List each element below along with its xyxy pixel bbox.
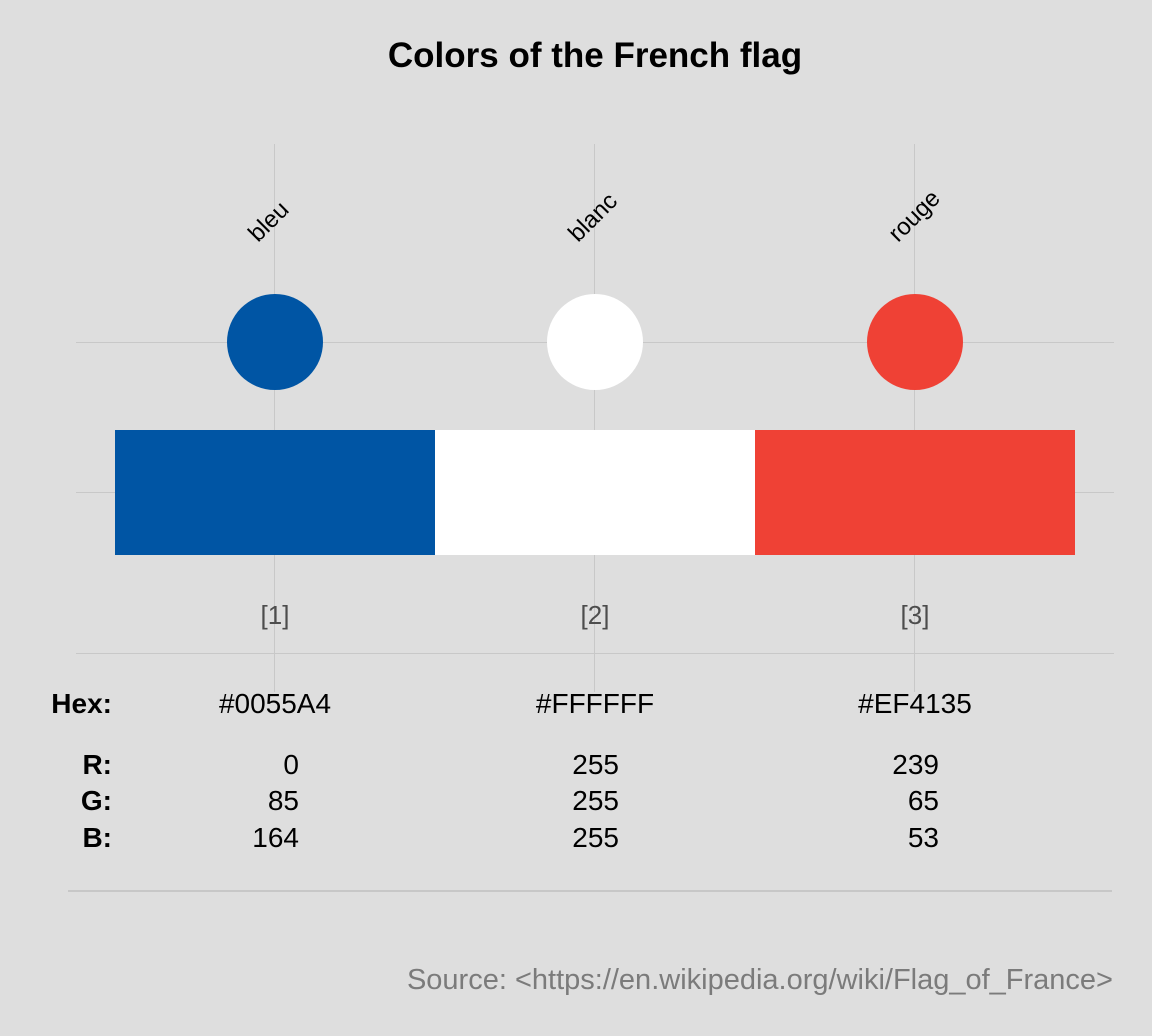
r-value-rouge: 239	[892, 749, 939, 780]
hex-value-blanc: #FFFFFF	[535, 688, 655, 719]
row-label-r: R:	[82, 749, 112, 780]
b-value-rouge: 53	[907, 822, 939, 853]
bar-segment-blanc	[435, 430, 755, 555]
g-value-blanc: 255	[572, 785, 619, 816]
gridline-vertical-2	[594, 144, 595, 692]
r-value-blanc: 255	[572, 749, 619, 780]
gridline-vertical-1	[274, 144, 275, 692]
swatch-circle-rouge	[867, 294, 963, 390]
source-caption: Source: <https://en.wikipedia.org/wiki/F…	[406, 964, 1113, 996]
row-label-hex: Hex:	[51, 688, 112, 719]
swatch-circle-blanc	[547, 294, 643, 390]
row-label-b: B:	[82, 822, 112, 853]
chart-title: Colors of the French flag	[387, 36, 803, 75]
hex-value-rouge: #EF4135	[858, 688, 972, 719]
g-value-rouge: 65	[907, 785, 939, 816]
index-label-1: [1]	[260, 600, 290, 630]
r-value-bleu: 0	[283, 749, 299, 780]
index-label-3: [3]	[900, 600, 930, 630]
swatch-label-bleu: bleu	[243, 196, 295, 248]
b-value-blanc: 255	[572, 822, 619, 853]
gridline-vertical-3	[914, 144, 915, 692]
g-value-bleu: 85	[267, 785, 299, 816]
gridline-horizontal-table-top	[76, 653, 1114, 654]
hex-value-bleu: #0055A4	[218, 688, 332, 719]
separator-line	[68, 890, 1112, 892]
swatch-circle-bleu	[227, 294, 323, 390]
bar-segment-bleu	[115, 430, 435, 555]
index-label-2: [2]	[580, 600, 610, 630]
flag-bar	[115, 430, 1075, 555]
bar-segment-rouge	[755, 430, 1075, 555]
b-value-bleu: 164	[252, 822, 299, 853]
row-label-g: G:	[80, 785, 112, 816]
